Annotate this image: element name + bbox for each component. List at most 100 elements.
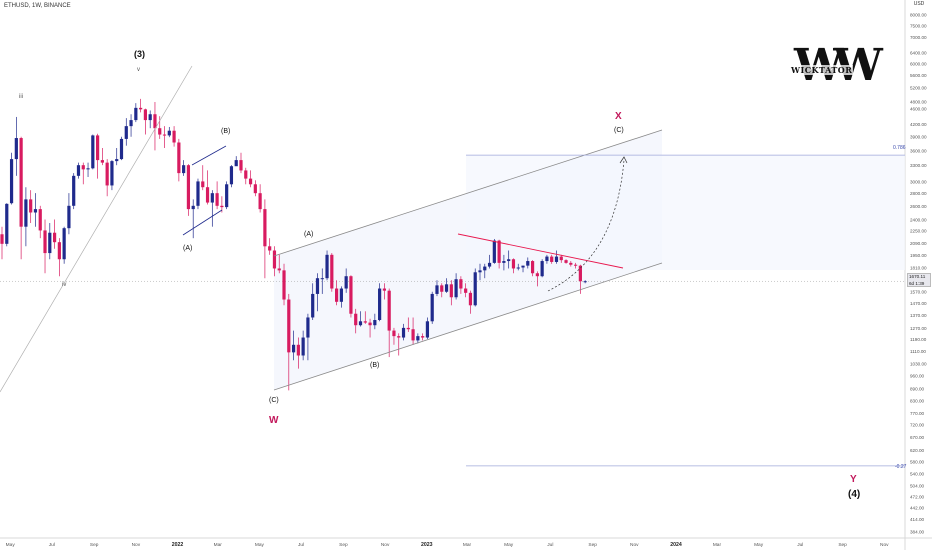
candle[interactable] — [545, 254, 549, 264]
candle[interactable] — [401, 323, 406, 341]
candle[interactable] — [62, 226, 66, 264]
candle[interactable] — [497, 239, 501, 269]
candle[interactable] — [406, 317, 410, 332]
candle[interactable] — [124, 118, 128, 146]
candle[interactable] — [139, 98, 143, 113]
candle[interactable] — [435, 280, 439, 297]
candle[interactable] — [210, 190, 214, 227]
candle[interactable] — [339, 286, 343, 308]
candle[interactable] — [502, 254, 506, 271]
candle[interactable] — [57, 238, 61, 277]
candle[interactable] — [378, 283, 382, 322]
candle[interactable] — [244, 167, 248, 185]
channel-lower-line[interactable] — [273, 262, 663, 391]
candle[interactable] — [291, 330, 296, 361]
candle[interactable] — [425, 317, 430, 339]
candle[interactable] — [473, 268, 477, 307]
candle[interactable] — [115, 148, 119, 166]
candle[interactable] — [569, 261, 573, 267]
candle[interactable] — [287, 293, 291, 391]
candle[interactable] — [248, 170, 253, 188]
candle[interactable] — [564, 259, 568, 264]
candle[interactable] — [550, 254, 554, 264]
candle[interactable] — [487, 254, 492, 269]
candle[interactable] — [507, 250, 511, 269]
candle[interactable] — [459, 276, 463, 294]
candle[interactable] — [335, 280, 339, 306]
candle[interactable] — [196, 178, 200, 210]
candle[interactable] — [574, 262, 578, 269]
candle[interactable] — [0, 226, 4, 260]
candle[interactable] — [172, 126, 176, 147]
candle[interactable] — [110, 160, 114, 191]
candle[interactable] — [430, 291, 434, 324]
candle[interactable] — [583, 280, 587, 284]
candle[interactable] — [440, 283, 444, 298]
candle[interactable] — [349, 275, 353, 318]
candle[interactable] — [521, 265, 525, 273]
candle[interactable] — [535, 271, 539, 287]
candle[interactable] — [330, 253, 334, 292]
candle[interactable] — [67, 193, 71, 235]
candle[interactable] — [239, 152, 243, 174]
candle[interactable] — [119, 136, 124, 161]
candle[interactable] — [86, 162, 90, 177]
candle[interactable] — [72, 173, 76, 210]
candle[interactable] — [105, 159, 109, 197]
candle[interactable] — [315, 273, 320, 312]
candle[interactable] — [282, 263, 286, 306]
candle[interactable] — [449, 280, 453, 306]
candle[interactable] — [540, 259, 544, 278]
candle[interactable] — [311, 283, 315, 321]
candle[interactable] — [162, 126, 167, 149]
candle[interactable] — [167, 126, 171, 138]
candle[interactable] — [215, 181, 219, 210]
candle[interactable] — [52, 219, 57, 249]
candle[interactable] — [229, 165, 234, 188]
candle[interactable] — [9, 152, 14, 205]
candle[interactable] — [559, 254, 563, 263]
price-axis[interactable]: 8000.00 7500.00 7000.00 6400.00 6000.00 5600.… — [910, 12, 927, 534]
candle[interactable] — [478, 263, 482, 281]
candle[interactable] — [382, 283, 386, 300]
candle[interactable] — [201, 165, 205, 191]
candle[interactable] — [320, 268, 324, 294]
candle[interactable] — [526, 257, 530, 269]
candle[interactable] — [129, 114, 133, 137]
candle[interactable] — [153, 102, 157, 151]
candle[interactable] — [5, 203, 9, 247]
candle[interactable] — [444, 278, 449, 293]
candle[interactable] — [554, 250, 559, 264]
candle[interactable] — [14, 116, 18, 176]
wedge-upper-line[interactable] — [191, 145, 227, 166]
candle[interactable] — [191, 199, 195, 239]
candle[interactable] — [38, 205, 42, 239]
candle[interactable] — [411, 317, 415, 345]
candle[interactable] — [387, 288, 391, 358]
candle[interactable] — [186, 164, 191, 216]
candle[interactable] — [578, 264, 582, 294]
candle[interactable] — [511, 258, 516, 274]
candle[interactable] — [397, 333, 401, 356]
projection-path[interactable] — [547, 159, 625, 292]
candle[interactable] — [234, 156, 238, 167]
candle[interactable] — [464, 283, 468, 298]
candle[interactable] — [272, 246, 277, 277]
candle[interactable] — [158, 116, 162, 139]
candle[interactable] — [33, 193, 38, 227]
candle[interactable] — [258, 184, 262, 213]
channel-upper-line[interactable] — [273, 129, 663, 257]
candle[interactable] — [325, 250, 329, 281]
candle[interactable] — [296, 337, 300, 369]
candle[interactable] — [205, 170, 210, 205]
candle[interactable] — [225, 181, 229, 210]
candle[interactable] — [483, 263, 487, 279]
candle[interactable] — [220, 196, 224, 213]
drawings-layer[interactable] — [0, 65, 905, 467]
candle[interactable] — [96, 133, 100, 179]
candle[interactable] — [91, 134, 95, 170]
candle[interactable] — [363, 311, 367, 324]
candle[interactable] — [19, 136, 23, 260]
candles-layer[interactable] — [0, 98, 587, 391]
